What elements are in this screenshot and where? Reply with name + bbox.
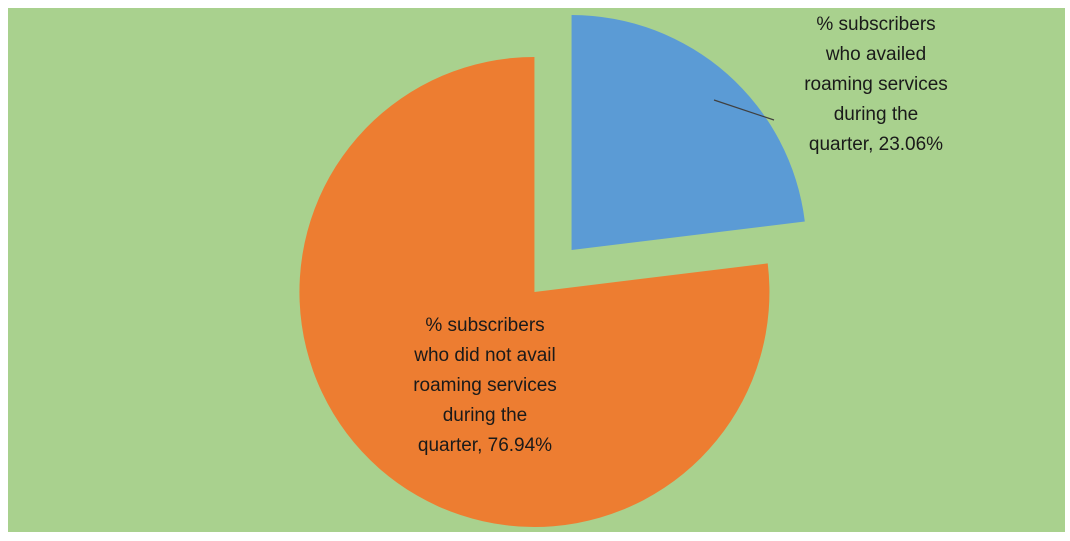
- slice-label-1: % subscribers who availed roaming services…: [804, 14, 948, 155]
- leader-lines: [713, 99, 775, 121]
- pie-slices: [299, 15, 805, 527]
- leader-line-1: [713, 99, 775, 121]
- slice-label-line: roaming services: [413, 375, 557, 396]
- pie-chart: % subscribers who availed roaming services…: [8, 8, 1065, 532]
- slice-label-line: roaming services: [804, 74, 948, 95]
- slice-label-line: % subscribers: [816, 14, 935, 35]
- data-labels: % subscribers who availed roaming services…: [413, 14, 948, 456]
- slice-label-line: during the: [443, 405, 528, 426]
- chart-area: % subscribers who availed roaming services…: [8, 8, 1065, 532]
- slice-label-line: % subscribers: [425, 315, 544, 336]
- slice-label-line: quarter, 23.06%: [809, 134, 943, 155]
- slice-label-line: who availed: [825, 44, 926, 65]
- slice-label-line: during the: [834, 104, 919, 125]
- pie-slice-2: [299, 56, 770, 527]
- slice-label-2: % subscribers who did not avail roaming se…: [413, 315, 557, 456]
- pie-slice-1: [571, 15, 805, 251]
- slice-label-line: who did not avail: [413, 345, 556, 366]
- slice-label-line: quarter, 76.94%: [418, 435, 552, 456]
